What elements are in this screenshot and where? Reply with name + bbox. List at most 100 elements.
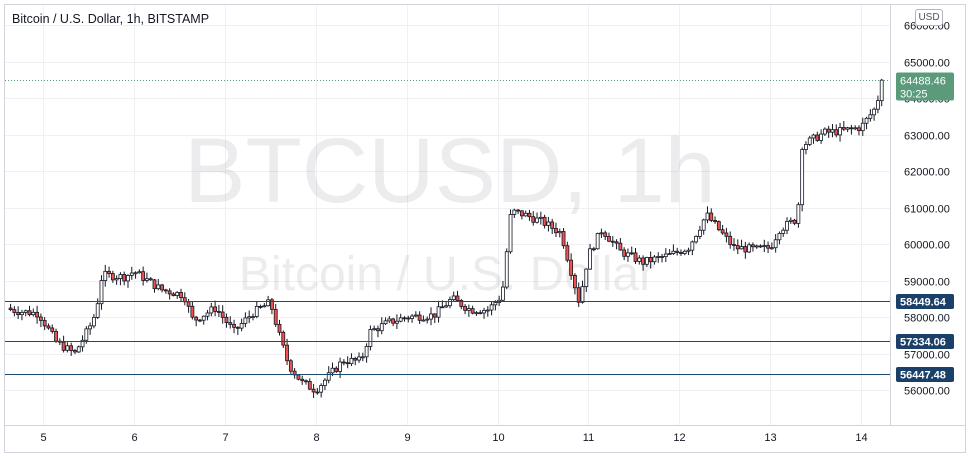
horizontal-line-label-bg [896,334,954,349]
candle-down [69,345,74,351]
candle-down [27,310,32,316]
candle-up [769,247,774,250]
candle-down [228,322,233,325]
candle-down [148,278,153,281]
x-tick-label: 7 [222,432,228,444]
horizontal-line-label-bg [896,294,954,309]
candle-down [531,216,536,223]
candle-down [478,312,483,315]
candle-up [239,322,244,329]
candle-up [201,315,206,321]
candle-up [145,278,149,281]
x-tick-label: 12 [673,432,685,444]
x-tick-label: 9 [404,432,410,444]
candle-up [251,316,255,318]
candle-up [254,306,259,317]
candle-up [800,149,805,206]
candle-up [95,303,100,318]
candle-up [652,256,657,263]
candle-up [777,233,782,241]
candle-down [277,323,282,333]
time-axis[interactable]: 5 6 7 8 9 10 11 12 13 14 [40,432,867,444]
candle-up [754,245,759,248]
candle-up [876,100,880,110]
x-tick-label: 14 [855,432,867,444]
candle-down [73,350,77,353]
candle-up [682,250,687,254]
y-tick-label: 56000.00 [904,386,950,398]
candle-up [88,325,93,330]
candle-down [46,325,51,329]
candle-up [209,306,214,314]
candle-down [633,252,638,262]
candle-up [410,315,414,319]
y-tick-label: 61000.00 [904,204,950,216]
candle-down [766,245,770,249]
candle-up [76,346,81,353]
candle-up [129,272,134,276]
x-tick-label: 13 [764,432,776,444]
candle-down [641,257,645,265]
candle-down [152,279,157,290]
x-tick-label: 6 [131,432,137,444]
candle-down [561,231,566,247]
candle-down [311,388,316,393]
candle-up [739,246,744,250]
horizontal-line-label: 58449.64 [900,297,947,309]
candle-up [501,286,505,301]
candle-up [243,317,248,324]
candle-down [743,246,748,253]
candle-down [519,210,524,217]
candle-up [694,236,699,243]
candle-down [679,252,683,254]
price-axis[interactable]: 56000.00 57000.00 58000.00 59000.00 60000.00… [904,21,950,398]
x-tick-label: 11 [583,432,594,444]
candle-up [425,318,430,321]
candle-up [126,275,130,282]
candle-up [395,320,399,324]
currency-button[interactable]: USD [915,9,943,26]
candle-down [527,212,532,218]
candle-up [319,385,324,393]
candle-up [626,252,630,257]
candle-up [421,319,426,322]
candle-down [232,324,236,328]
candle-down [198,319,202,322]
candle-down [516,209,521,212]
candle-down [834,129,839,136]
candle-down [122,274,127,282]
candle-down [160,284,164,291]
candle-down [542,216,547,226]
y-tick-label: 59000.00 [904,277,950,289]
candle-up [92,317,96,327]
chart-title: Bitcoin / U.S. Dollar, 1h, BITSTAMP [12,12,210,26]
candle-up [360,356,365,359]
candle-down [391,318,396,324]
candle-down [709,212,714,221]
candle-up [429,313,433,320]
candle-down [194,316,199,321]
candle-down [550,221,555,229]
candle-up [338,361,342,372]
candle-down [841,127,846,130]
candle-down [724,232,729,237]
candle-up [482,310,486,314]
candle-down [573,274,577,289]
candle-down [440,306,445,309]
candle-up [436,306,441,318]
candle-up [349,357,354,365]
watermark-symbol: BTCUSD, 1h [184,120,716,222]
candle-up [584,268,589,288]
candle-up [387,318,392,322]
candle-up [819,133,824,141]
candle-down [258,306,263,308]
candle-down [603,232,608,237]
candle-up [588,248,592,270]
candle-down [758,245,763,248]
candle-up [512,209,517,215]
candle-up [383,320,388,325]
candle-up [698,229,702,237]
candle-down [716,221,721,231]
candle-down [213,306,218,312]
